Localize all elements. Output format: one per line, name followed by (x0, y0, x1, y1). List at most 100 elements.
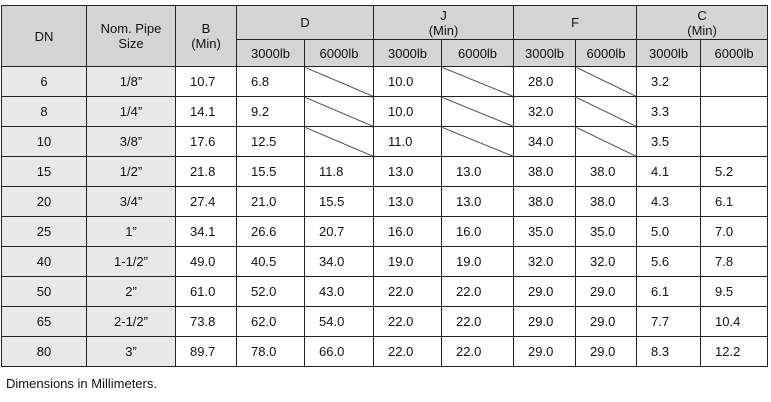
table-cell: 32.0 (513, 96, 577, 127)
table-cell: 22.0 (373, 306, 443, 337)
subcolumn-header: 6000lb (303, 39, 375, 67)
empty-cell (303, 126, 375, 157)
subcolumn-header: 3000lb (513, 39, 577, 67)
table-cell: 65 (1, 306, 87, 337)
table-cell: 16.0 (373, 216, 443, 247)
table-row: 40 1-1/2” 49.0 40.5 34.0 19.0 19.0 32.0 32.0 5.6 7… (1, 246, 769, 277)
table-body: 6 1/8” 10.7 6.8 10.0 28.0 3.2 8 1/4” 14.1 9.2 10.0 3… (1, 66, 769, 367)
table-cell: 13.0 (373, 156, 443, 187)
table-cell: 3” (86, 336, 176, 367)
table-cell: 40 (1, 246, 87, 277)
table-cell: 34.0 (513, 126, 577, 157)
table-row: 15 1/2” 21.8 15.5 11.8 13.0 13.0 38.0 38.0 4.1 5.2 (1, 156, 769, 187)
empty-cell (441, 96, 515, 127)
table-cell: 62.0 (236, 306, 305, 337)
table-cell: 29.0 (575, 336, 638, 367)
dimension-table: DN Nom. Pipe Size B (Min) D J (Min) F C (Min) … (1, 5, 769, 367)
table-cell: 8.3 (636, 336, 702, 367)
table-cell: 78.0 (236, 336, 305, 367)
table-cell: 25 (1, 216, 87, 247)
table-cell: 7.8 (700, 246, 769, 277)
table-cell: 22.0 (373, 336, 443, 367)
table-cell: 10.7 (175, 66, 237, 97)
table-cell: 29.0 (513, 336, 577, 367)
table-cell: 54.0 (303, 306, 375, 337)
table-cell: 9.5 (700, 276, 769, 307)
table-cell: 5.2 (700, 156, 769, 187)
table-cell: 29.0 (513, 276, 577, 307)
subcolumn-header: 6000lb (575, 39, 638, 67)
empty-cell (575, 96, 638, 127)
column-header: F (513, 5, 638, 40)
table-cell: 6.8 (236, 66, 305, 97)
table-row: 50 2” 61.0 52.0 43.0 22.0 22.0 29.0 29.0 6.1 9.5 (1, 276, 769, 307)
empty-cell (700, 96, 769, 127)
table-cell: 20 (1, 186, 87, 217)
table-cell: 66.0 (303, 336, 375, 367)
table-cell: 6 (1, 66, 87, 97)
empty-cell (303, 66, 375, 97)
empty-cell (575, 66, 638, 97)
table-cell: 7.7 (636, 306, 702, 337)
table-cell: 22.0 (373, 276, 443, 307)
table-cell: 7.0 (700, 216, 769, 247)
table-cell: 21.0 (236, 186, 305, 217)
table-header: DN Nom. Pipe Size B (Min) D J (Min) F C (Min) … (1, 5, 769, 67)
table-cell: 5.0 (636, 216, 702, 247)
table-cell: 10.4 (700, 306, 769, 337)
table-cell: 5.6 (636, 246, 702, 277)
table-cell: 11.0 (373, 126, 443, 157)
table-cell: 21.8 (175, 156, 237, 187)
table-cell: 6.1 (636, 276, 702, 307)
table-cell: 22.0 (441, 336, 515, 367)
subcolumn-header: 6000lb (700, 39, 769, 67)
table-cell: 29.0 (575, 306, 638, 337)
table-cell: 22.0 (441, 306, 515, 337)
table-cell: 3.2 (636, 66, 702, 97)
table-cell: 27.4 (175, 186, 237, 217)
header-row: DN Nom. Pipe Size B (Min) D J (Min) F C (Min) (1, 5, 769, 67)
table-cell: 20.7 (303, 216, 375, 247)
empty-cell (575, 126, 638, 157)
table-cell: 38.0 (513, 186, 577, 217)
table-cell: 10.0 (373, 66, 443, 97)
table-cell: 40.5 (236, 246, 305, 277)
table-cell: 29.0 (575, 276, 638, 307)
empty-cell (700, 66, 769, 97)
table-row: 10 3/8” 17.6 12.5 11.0 34.0 3.5 (1, 126, 769, 157)
column-header: J (Min) (373, 5, 515, 40)
table-row: 65 2-1/2” 73.8 62.0 54.0 22.0 22.0 29.0 29.0 7.7 1… (1, 306, 769, 337)
table-cell: 89.7 (175, 336, 237, 367)
table-cell: 14.1 (175, 96, 237, 127)
table-cell: 19.0 (441, 246, 515, 277)
table-cell: 3.3 (636, 96, 702, 127)
subcolumn-header: 3000lb (373, 39, 443, 67)
table-row: 80 3” 89.7 78.0 66.0 22.0 22.0 29.0 29.0 8.3 12.2 (1, 336, 769, 367)
footnote: Dimensions in Millimeters. (6, 376, 157, 391)
table-cell: 13.0 (441, 156, 515, 187)
table-cell: 2” (86, 276, 176, 307)
table-cell: 32.0 (575, 246, 638, 277)
subheader-row: 3000lb 6000lb 3000lb 6000lb 3000lb 6000lb 3000… (2, 39, 769, 67)
table-cell: 73.8 (175, 306, 237, 337)
table-cell: 1/4” (86, 96, 176, 127)
table-cell: 13.0 (373, 186, 443, 217)
table-cell: 35.0 (575, 216, 638, 247)
column-header: D (235, 5, 375, 40)
table-cell: 38.0 (575, 156, 638, 187)
table-cell: 49.0 (175, 246, 237, 277)
table-cell: 28.0 (513, 66, 577, 97)
table-row: 8 1/4” 14.1 9.2 10.0 32.0 3.3 (1, 96, 769, 127)
table-cell: 2-1/2” (86, 306, 176, 337)
table-cell: 10 (1, 126, 87, 157)
table-cell: 3/8” (86, 126, 176, 157)
table-cell: 15 (1, 156, 87, 187)
table-cell: 29.0 (513, 306, 577, 337)
column-header: DN (1, 5, 87, 67)
table-cell: 6.1 (700, 186, 769, 217)
table-cell: 1/2” (86, 156, 176, 187)
table-cell: 12.5 (236, 126, 305, 157)
table-cell: 50 (1, 276, 87, 307)
table-cell: 26.6 (236, 216, 305, 247)
